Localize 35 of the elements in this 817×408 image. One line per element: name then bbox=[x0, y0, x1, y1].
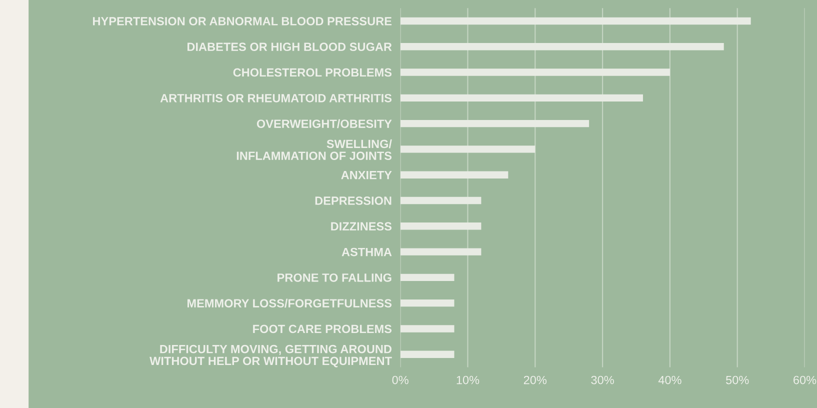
bar bbox=[400, 299, 454, 307]
bar bbox=[400, 325, 454, 332]
y-tick-label: FOOT CARE PROBLEMS bbox=[253, 324, 392, 334]
bar bbox=[400, 146, 536, 153]
y-tick-label: ARTHRITIS OR RHEUMATOID ARTHRITIS bbox=[160, 94, 392, 102]
x-tick-label: 60% bbox=[794, 376, 816, 384]
y-tick-label: CHOLESTEROL PROBLEMS bbox=[233, 68, 392, 77]
bar bbox=[400, 274, 454, 282]
bar bbox=[400, 171, 508, 178]
x-tick-label: 30% bbox=[591, 376, 614, 384]
bar bbox=[400, 196, 482, 204]
bar bbox=[400, 94, 643, 102]
bar bbox=[400, 222, 482, 230]
bar bbox=[400, 248, 482, 256]
y-tick-label: OVERWEIGHT/OBESITY bbox=[256, 119, 392, 128]
x-tick-label: 40% bbox=[658, 376, 682, 384]
bar bbox=[400, 68, 670, 76]
y-tick-label: DIZZINESS bbox=[331, 222, 392, 231]
y-tick-label: ANXIETY bbox=[341, 171, 392, 180]
y-tick-label: DIFFICULTY MOVING, GETTING AROUND WITHOUT HELP OR WITHOUT EQUIPMENT bbox=[150, 344, 392, 368]
y-tick-label: PRONE TO FALLING bbox=[278, 273, 392, 282]
x-tick-label: 50% bbox=[726, 376, 749, 384]
bar bbox=[400, 350, 454, 358]
bar bbox=[400, 120, 590, 128]
bar bbox=[400, 43, 724, 50]
y-tick-label: HYPERTENSION OR ABNORMAL BLOOD PRESSURE bbox=[93, 17, 392, 26]
y-tick-label: DIABETES OR HIGH BLOOD SUGAR bbox=[187, 42, 392, 52]
y-tick-label: DEPRESSION bbox=[315, 196, 392, 205]
y-tick-label: ASTHMA bbox=[342, 248, 392, 256]
bar bbox=[400, 17, 751, 25]
x-tick-label: 20% bbox=[524, 376, 547, 384]
y-tick-label: MEMMORY LOSS/FORGETFULNESS bbox=[187, 298, 392, 308]
x-tick-label: 10% bbox=[456, 376, 480, 384]
y-tick-label: SWELLING/ INFLAMMATION OF JOINTS bbox=[236, 139, 392, 160]
x-tick-label: 0% bbox=[392, 376, 408, 384]
